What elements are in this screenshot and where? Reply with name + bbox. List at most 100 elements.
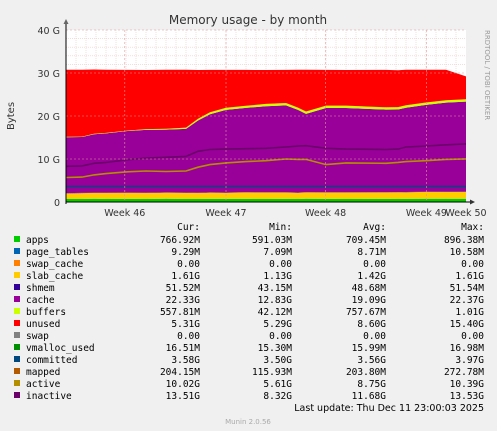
legend-value-min: 5.61G xyxy=(263,379,292,390)
legend-value-min: 8.32G xyxy=(263,391,292,402)
legend-swatch-swap xyxy=(14,332,20,338)
legend-value-max: 13.53G xyxy=(450,391,485,402)
munin-version: Munin 2.0.56 xyxy=(225,418,271,426)
legend-swatch-vmalloc-used xyxy=(14,344,20,350)
legend-value-max: 10.58M xyxy=(450,247,485,258)
legend-value-cur: 766.92M xyxy=(160,235,200,246)
legend-value-cur: 0.00 xyxy=(177,331,200,342)
legend-value-min: 43.15M xyxy=(258,283,293,294)
legend-value-max: 51.54M xyxy=(450,283,485,294)
legend-name: cache xyxy=(26,295,55,306)
legend-swatch-swap-cache xyxy=(14,260,20,266)
legend-value-max: 1.61G xyxy=(455,271,484,282)
legend-value-avg: 8.75G xyxy=(357,379,386,390)
legend-value-min: 3.50G xyxy=(263,355,292,366)
legend-value-avg: 3.56G xyxy=(357,355,386,366)
legend-name: unused xyxy=(26,319,60,330)
legend-value-cur: 51.52M xyxy=(166,283,201,294)
legend-value-max: 15.40G xyxy=(450,319,485,330)
legend-header-avg: Avg: xyxy=(363,222,386,233)
legend-value-max: 1.01G xyxy=(455,307,484,318)
legend-value-cur: 13.51G xyxy=(166,391,201,402)
legend-swatch-committed xyxy=(14,356,20,362)
legend-value-max: 896.38M xyxy=(444,235,484,246)
legend-value-min: 591.03M xyxy=(252,235,292,246)
legend-header-max: Max: xyxy=(461,222,484,233)
legend-swatch-unused xyxy=(14,320,20,326)
legend-value-min: 7.09M xyxy=(263,247,292,258)
legend-value-cur: 0.00 xyxy=(177,259,200,270)
legend-name: vmalloc_used xyxy=(26,343,95,354)
legend-value-max: 22.37G xyxy=(450,295,485,306)
area-buffers xyxy=(66,99,466,138)
legend-value-min: 115.93M xyxy=(252,367,292,378)
line-inactive xyxy=(65,143,467,168)
legend-name: active xyxy=(26,379,61,390)
area-slab-cache xyxy=(66,191,466,199)
legend-value-avg: 203.80M xyxy=(346,367,386,378)
legend-name: committed xyxy=(26,355,77,366)
legend-value-cur: 16.51M xyxy=(166,343,201,354)
y-axis-arrow-icon xyxy=(63,19,69,24)
legend-value-min: 0.00 xyxy=(269,331,292,342)
legend-name: swap_cache xyxy=(26,259,83,270)
legend-swatch-active xyxy=(14,380,20,386)
legend-swatch-cache xyxy=(14,296,20,302)
legend-value-avg: 1.42G xyxy=(357,271,386,282)
legend-value-cur: 22.33G xyxy=(166,295,201,306)
plot-area: 0 10 G 20 G 30 G 40 G Week 46 Week 47 Week 48 We… xyxy=(38,19,487,219)
legend-value-avg: 15.99M xyxy=(352,343,387,354)
legend-name: buffers xyxy=(26,307,66,318)
y-axis-label: Bytes xyxy=(6,102,17,130)
legend-value-avg: 19.09G xyxy=(352,295,387,306)
legend-swatch-inactive xyxy=(14,392,20,398)
legend-value-max: 0.00 xyxy=(461,259,484,270)
legend-value-min: 15.30M xyxy=(258,343,293,354)
y-tick-label: 40 G xyxy=(38,26,60,37)
legend-value-min: 1.13G xyxy=(263,271,292,282)
legend-value-avg: 8.60G xyxy=(357,319,386,330)
legend-name: slab_cache xyxy=(26,271,83,282)
line-active xyxy=(65,158,467,179)
legend-value-min: 5.29G xyxy=(263,319,292,330)
area-apps xyxy=(66,198,466,202)
legend-swatch-shmem xyxy=(14,284,20,290)
x-tick-label: Week 46 xyxy=(104,208,145,219)
legend-value-max: 10.39G xyxy=(450,379,485,390)
legend-value-avg: 0.00 xyxy=(363,259,386,270)
y-tick-label: 30 G xyxy=(38,69,60,80)
legend-value-avg: 8.71M xyxy=(357,247,386,258)
legend-value-avg: 0.00 xyxy=(363,331,386,342)
legend-name: page_tables xyxy=(26,247,89,258)
area-unused xyxy=(66,69,466,137)
legend-name: shmem xyxy=(26,283,55,294)
y-tick-label: 10 G xyxy=(38,155,60,166)
legend-name: mapped xyxy=(26,367,60,378)
legend-swatch-buffers xyxy=(14,308,20,314)
legend-value-avg: 48.68M xyxy=(352,283,387,294)
area-shmem xyxy=(66,191,466,194)
y-tick-label: 20 G xyxy=(38,112,60,123)
legend-value-cur: 10.02G xyxy=(166,379,201,390)
x-tick-label: Week 50 xyxy=(445,208,486,219)
legend-value-min: 12.83G xyxy=(258,295,293,306)
x-tick-label: Week 49 xyxy=(406,208,447,219)
legend-value-max: 272.78M xyxy=(444,367,484,378)
legend-value-max: 0.00 xyxy=(461,331,484,342)
legend-header-min: Min: xyxy=(269,222,292,233)
legend-value-min: 0.00 xyxy=(269,259,292,270)
legend-swatch-slab-cache xyxy=(14,272,20,278)
chart-title: Memory usage - by month xyxy=(169,13,327,27)
legend-swatch-mapped xyxy=(14,368,20,374)
legend-value-cur: 557.81M xyxy=(160,307,200,318)
legend-name: inactive xyxy=(26,391,72,402)
legend-value-avg: 709.45M xyxy=(346,235,386,246)
legend-name: apps xyxy=(26,235,49,246)
legend-name: swap xyxy=(26,331,49,342)
x-axis-arrow-icon xyxy=(470,199,475,205)
legend-swatch-page-tables xyxy=(14,248,20,254)
x-tick-label: Week 47 xyxy=(205,208,246,219)
legend-value-min: 42.12M xyxy=(258,307,293,318)
